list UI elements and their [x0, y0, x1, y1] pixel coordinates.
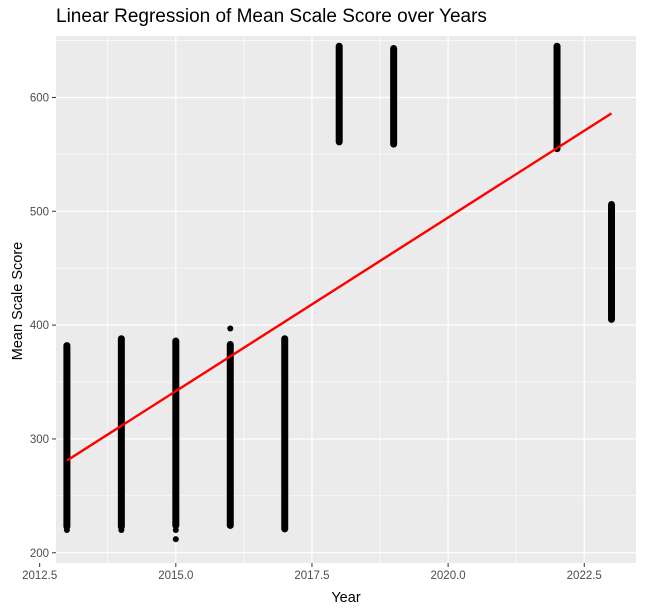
- y-tick-label: 600: [30, 92, 49, 104]
- y-axis: 200 300 400 500 600: [30, 92, 56, 560]
- outlier-point-2014: [118, 526, 125, 533]
- x-axis-title: Year: [331, 590, 360, 606]
- chart-title: Linear Regression of Mean Scale Score ov…: [56, 6, 487, 27]
- minor-gridlines: [56, 36, 636, 563]
- outlier-point-2013: [63, 526, 70, 533]
- x-axis: 2012.5 2015.0 2017.5 2020.0 2022.5: [22, 563, 602, 582]
- y-tick-label: 400: [30, 320, 49, 332]
- y-tick-label: 300: [30, 434, 49, 446]
- regression-line: [66, 112, 613, 462]
- plot-panel: [56, 36, 636, 563]
- y-tick-label: 200: [30, 548, 49, 560]
- y-axis-title: Mean Scale Score: [10, 242, 26, 360]
- x-tick-label: 2022.5: [567, 570, 602, 582]
- major-gridlines: [56, 36, 636, 563]
- outlier-point-2016: [227, 325, 234, 332]
- outlier-point-2015: [172, 536, 179, 543]
- x-tick-label: 2017.5: [294, 570, 329, 582]
- data-points: [63, 42, 615, 543]
- x-tick-label: 2020.0: [431, 570, 466, 582]
- outlier-point-2015: [172, 526, 179, 533]
- y-tick-label: 500: [30, 206, 49, 218]
- regression-line-group: [66, 112, 613, 462]
- x-tick-label: 2012.5: [22, 570, 57, 582]
- x-tick-label: 2015.0: [158, 570, 193, 582]
